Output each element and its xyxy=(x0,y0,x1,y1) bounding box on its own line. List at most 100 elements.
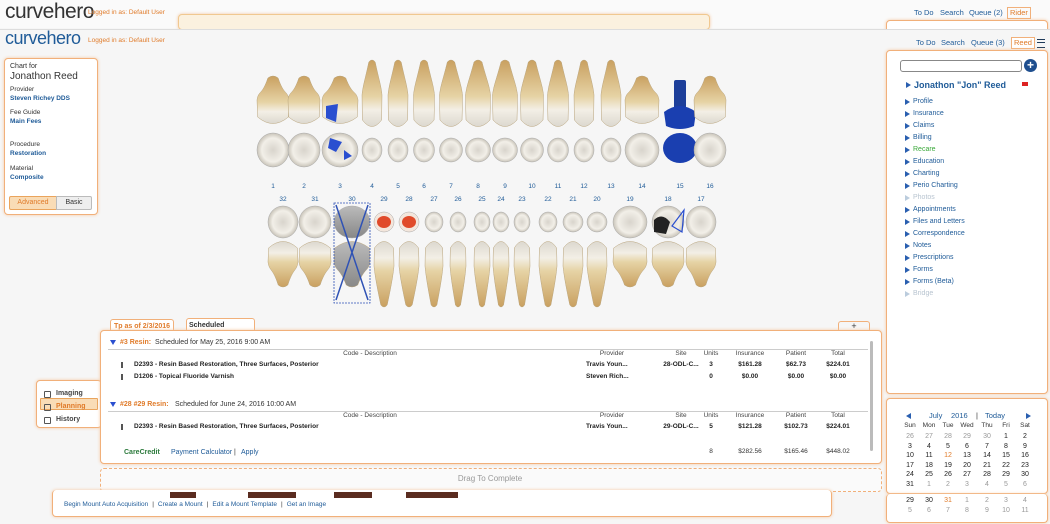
calendar-day[interactable]: 27 xyxy=(925,433,933,440)
calendar-day[interactable]: 29 xyxy=(906,497,914,504)
calendar-day[interactable]: 7 xyxy=(946,507,950,514)
calendar-day[interactable]: 1 xyxy=(1004,433,1008,440)
calendar-day[interactable]: 28 xyxy=(983,471,991,478)
calendar-day[interactable]: 6 xyxy=(927,507,931,514)
calendar-day[interactable]: 7 xyxy=(985,442,989,450)
calendar-day[interactable]: 15 xyxy=(1002,452,1010,459)
calendar-day[interactable]: 30 xyxy=(983,433,991,440)
calendar-day[interactable]: 30 xyxy=(1021,471,1029,478)
calendar-day[interactable]: 2 xyxy=(1023,433,1027,440)
nav-link[interactable]: Reed xyxy=(1011,37,1035,49)
menu-item[interactable]: Charting xyxy=(913,170,940,177)
calendar-day[interactable]: 13 xyxy=(963,452,971,459)
calendar-day[interactable]: 26 xyxy=(906,433,914,440)
plan-tab[interactable]: Tp as of 2/3/2016 xyxy=(110,319,175,332)
calendar-day[interactable]: 4 xyxy=(985,480,989,488)
bottom-link[interactable]: Get an Image xyxy=(286,501,327,508)
menu-item[interactable]: Profile xyxy=(913,98,933,105)
bottom-link[interactable]: Edit a Mount Template xyxy=(212,501,277,508)
calendar-day[interactable]: 14 xyxy=(983,452,991,459)
calendar-day[interactable]: 9 xyxy=(985,507,989,514)
add-button[interactable]: + xyxy=(1024,59,1037,72)
row-icon[interactable] xyxy=(121,374,123,380)
menu-item[interactable]: Appointments xyxy=(913,206,956,213)
prev-arrow[interactable] xyxy=(906,413,911,419)
calendar-day[interactable]: 8 xyxy=(965,507,969,514)
year[interactable]: 2016 xyxy=(951,411,968,420)
calendar-day[interactable]: 2 xyxy=(985,497,989,504)
calendar-day[interactable]: 19 xyxy=(944,461,952,469)
calendar-day[interactable]: 20 xyxy=(963,461,971,469)
calendar-day[interactable]: 8 xyxy=(1004,442,1008,450)
footer-link[interactable]: Payment Calculator xyxy=(171,449,233,456)
calendar-day[interactable]: 27 xyxy=(963,471,971,478)
plan-tab[interactable]: Scheduled xyxy=(186,318,256,331)
footer-link[interactable]: Apply xyxy=(241,449,259,456)
ghost-nav[interactable]: To Do xyxy=(914,8,934,17)
calendar-day[interactable]: 17 xyxy=(906,461,914,469)
calendar-day[interactable]: 29 xyxy=(963,433,971,440)
bottom-link[interactable]: Begin Mount Auto Acquisition xyxy=(64,501,149,508)
calendar-day[interactable]: 12 xyxy=(944,452,952,459)
row-icon[interactable] xyxy=(121,362,123,368)
calendar-day[interactable]: 10 xyxy=(1002,507,1010,514)
menu-item[interactable]: Education xyxy=(913,158,945,165)
nav-link[interactable]: Search xyxy=(941,38,965,47)
calendar-day[interactable]: 3 xyxy=(1004,497,1008,504)
calendar-day[interactable]: 3 xyxy=(908,442,912,450)
menu-item[interactable]: Files and Letters xyxy=(913,218,965,225)
menu-item[interactable]: Perio Charting xyxy=(913,182,958,189)
calendar-day[interactable]: 26 xyxy=(944,471,952,478)
tab-icon[interactable] xyxy=(44,417,51,424)
calendar-day[interactable]: 4 xyxy=(1023,497,1027,504)
today[interactable]: Today xyxy=(985,411,1006,420)
menu-item[interactable]: Claims xyxy=(913,122,935,129)
calendar-day[interactable]: 18 xyxy=(925,461,933,469)
calendar-day[interactable]: 6 xyxy=(965,442,969,450)
calendar-day[interactable]: 4 xyxy=(927,442,931,450)
ghost-nav[interactable]: Search xyxy=(940,8,964,17)
menu-item[interactable]: Recare xyxy=(913,146,936,153)
menu-item[interactable]: Forms xyxy=(913,266,933,273)
nav-link[interactable]: Queue (3) xyxy=(971,38,1005,47)
calendar-day[interactable]: 1 xyxy=(927,480,931,488)
menu-item[interactable]: Notes xyxy=(913,242,932,249)
tab-icon[interactable] xyxy=(44,391,51,398)
menu-icon[interactable] xyxy=(1037,39,1045,48)
calendar-day[interactable]: 5 xyxy=(1004,480,1008,488)
calendar-day[interactable]: 16 xyxy=(1021,452,1029,459)
side-tab[interactable]: History xyxy=(56,416,81,423)
calendar-day[interactable]: 6 xyxy=(1023,480,1027,488)
calendar-day[interactable]: 31 xyxy=(906,480,914,488)
ghost-nav[interactable]: Rider xyxy=(1007,7,1031,19)
calendar-day[interactable]: 9 xyxy=(1023,442,1027,450)
calendar-day[interactable]: 1 xyxy=(965,497,969,504)
tab-icon[interactable] xyxy=(44,404,51,411)
mode-button[interactable]: Basic xyxy=(56,196,92,210)
calendar-day[interactable]: 21 xyxy=(983,461,991,469)
search-input[interactable] xyxy=(900,60,1022,72)
ghost-nav[interactable]: Queue (2) xyxy=(969,8,1003,17)
calendar-day[interactable]: 11 xyxy=(1021,507,1029,514)
calendar-day[interactable]: 5 xyxy=(946,442,950,450)
menu-item[interactable]: Insurance xyxy=(913,110,944,117)
calendar-day[interactable]: 25 xyxy=(925,471,933,478)
menu-item[interactable]: Correspondence xyxy=(913,230,965,237)
side-tab[interactable]: Imaging xyxy=(56,390,83,397)
calendar-day[interactable]: 22 xyxy=(1002,461,1010,469)
menu-item[interactable]: Forms (Beta) xyxy=(913,278,954,285)
calendar-day[interactable]: 31 xyxy=(944,497,952,504)
calendar-day[interactable]: 30 xyxy=(925,497,933,504)
calendar-day[interactable]: 10 xyxy=(906,452,914,459)
calendar-day[interactable]: 23 xyxy=(1021,461,1029,469)
bottom-link[interactable]: Create a Mount xyxy=(157,501,203,508)
calendar-day[interactable]: 5 xyxy=(908,507,912,514)
calendar-day[interactable]: 3 xyxy=(965,480,969,488)
nav-link[interactable]: To Do xyxy=(916,38,936,47)
mode-button[interactable]: Advanced xyxy=(9,196,57,210)
row-icon[interactable] xyxy=(121,424,123,430)
menu-item[interactable]: Prescriptions xyxy=(913,254,954,261)
side-tab[interactable]: Planning xyxy=(56,403,86,410)
add-plan[interactable]: + xyxy=(838,321,870,331)
calendar-day[interactable]: 28 xyxy=(944,433,952,440)
